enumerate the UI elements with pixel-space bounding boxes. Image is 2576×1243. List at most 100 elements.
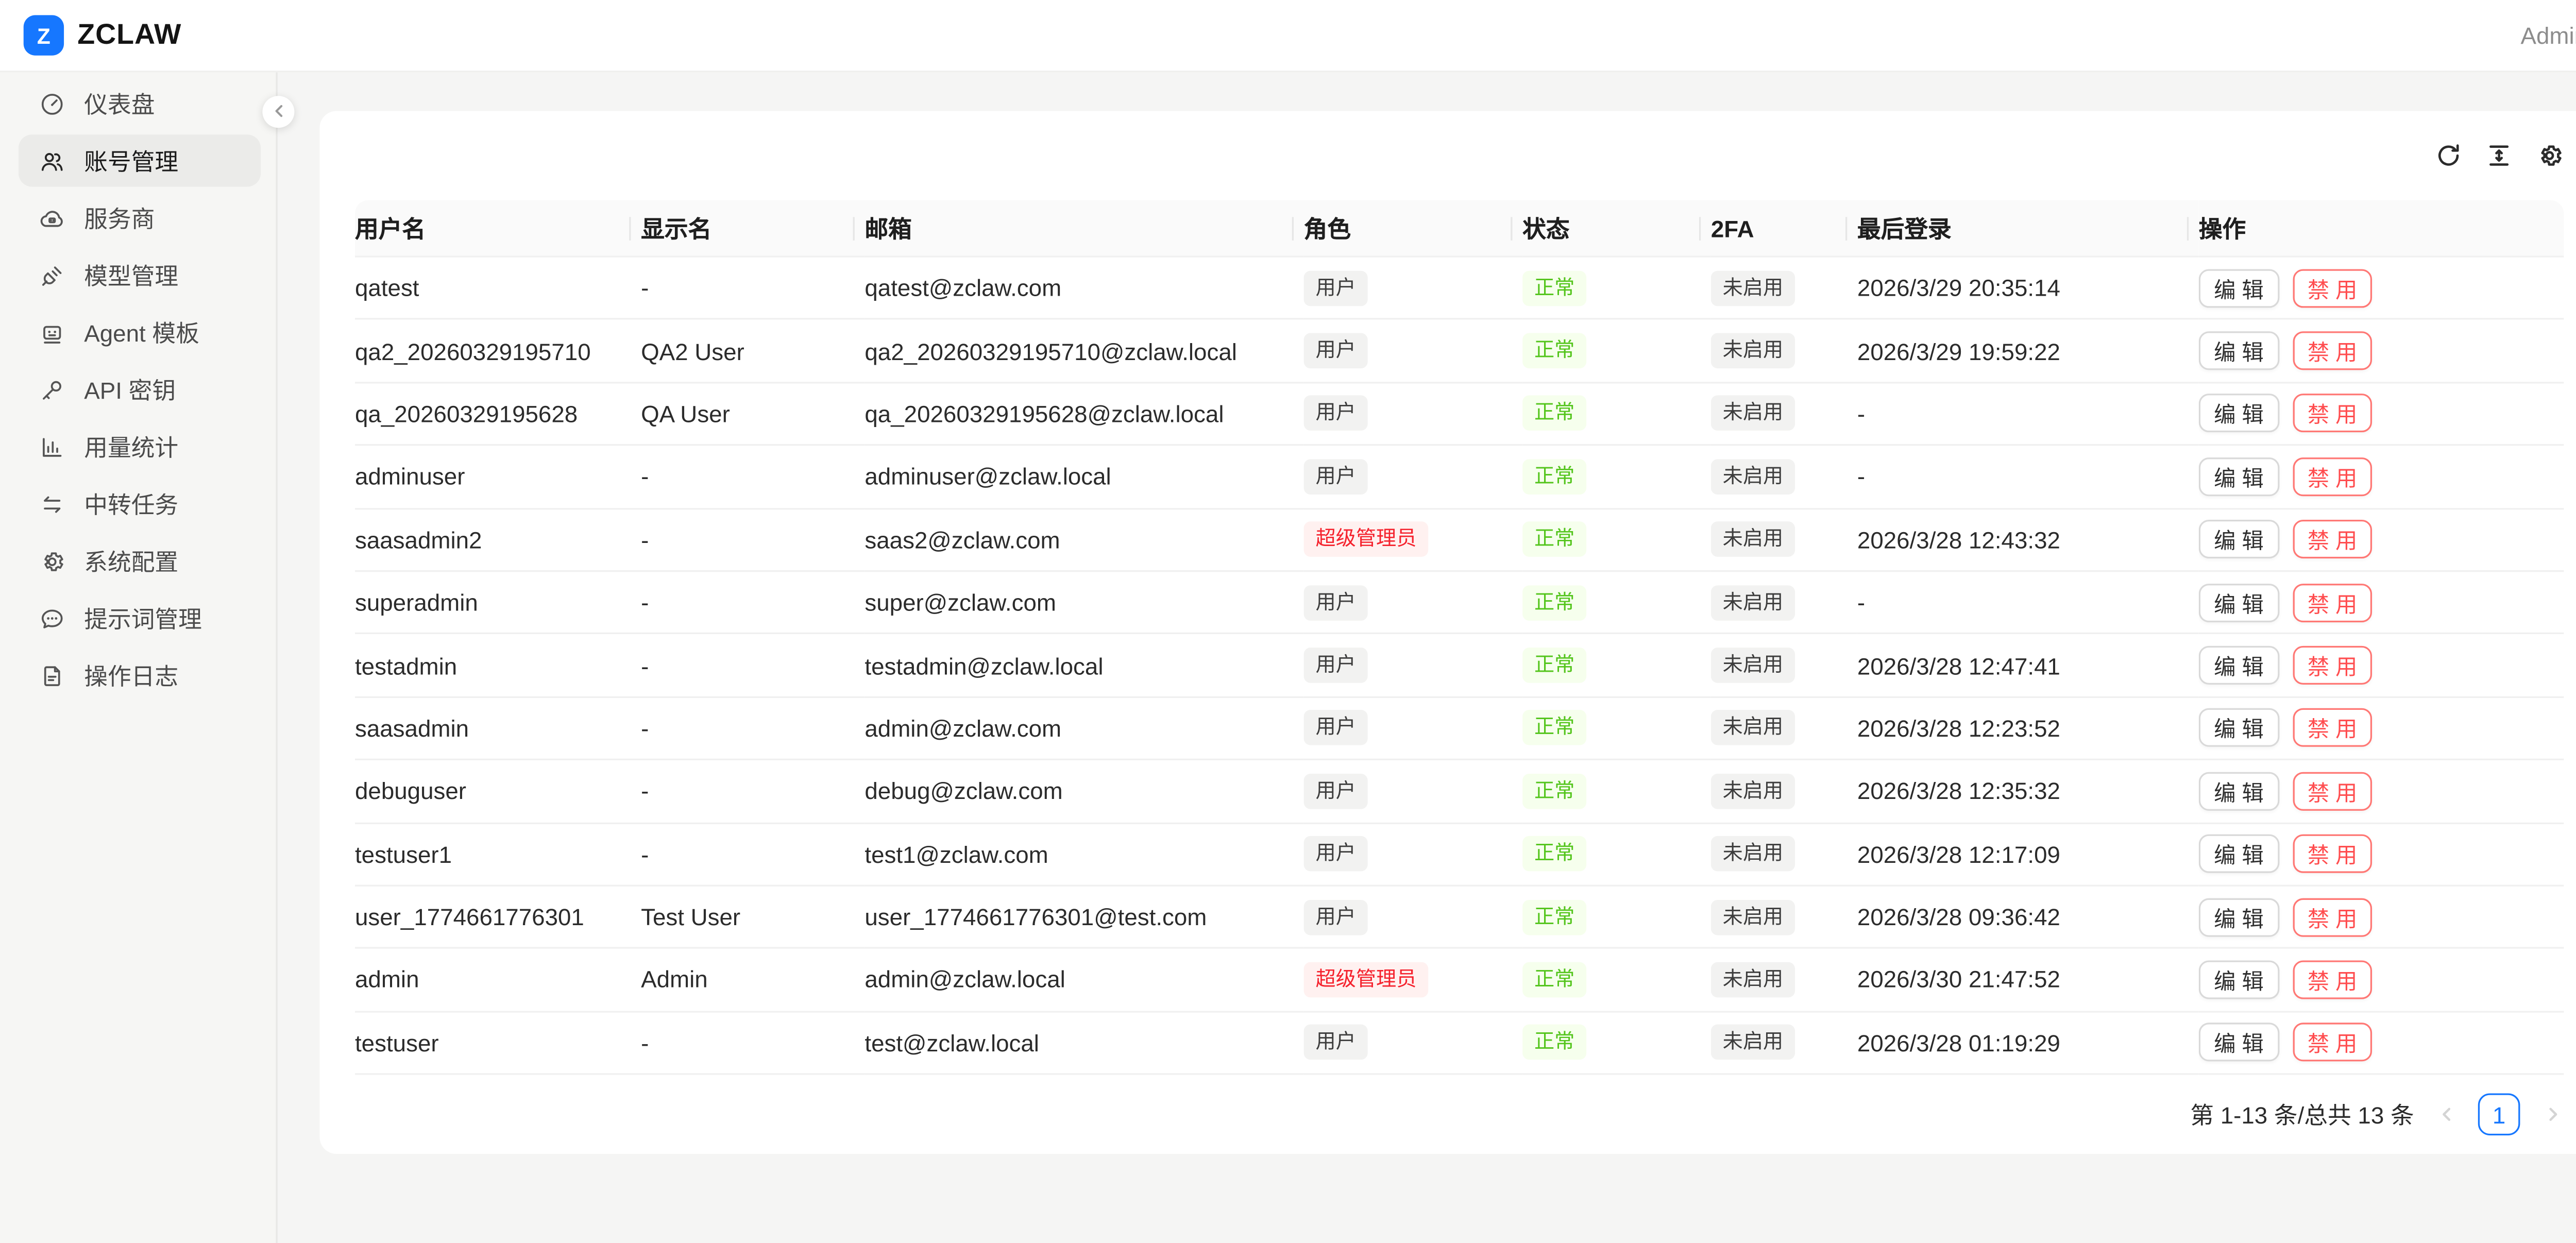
brand-logo-icon: Z <box>23 15 64 56</box>
sidebar-item-6[interactable]: API 密钥 <box>19 363 261 415</box>
disable-button[interactable]: 禁 用 <box>2292 835 2372 874</box>
edit-button[interactable]: 编 辑 <box>2198 645 2279 685</box>
sidebar-item-1[interactable]: 仪表盘 <box>19 77 261 129</box>
username-cell: saasadmin2 <box>354 508 641 572</box>
role-cell: 用户 <box>1303 885 1523 949</box>
sidebar-item-3[interactable]: 服务商 <box>19 192 261 244</box>
display-name-cell: QA2 User <box>641 319 865 383</box>
disable-button[interactable]: 禁 用 <box>2292 897 2372 936</box>
role-cell: 用户 <box>1303 382 1523 446</box>
username-cell: user_1774661776301 <box>354 885 641 949</box>
twofa-tag: 未启用 <box>1710 396 1795 432</box>
actions-cell: 编 辑禁 用 <box>2198 571 2564 635</box>
disable-button[interactable]: 禁 用 <box>2292 709 2372 748</box>
role-tag: 用户 <box>1303 899 1368 935</box>
disable-button[interactable]: 禁 用 <box>2292 1023 2372 1062</box>
settings-icon[interactable] <box>2535 141 2564 169</box>
key-icon <box>39 376 65 403</box>
edit-button[interactable]: 编 辑 <box>2198 331 2279 370</box>
table-row: testuser1- test1@zclaw.com 用户 正常 未启用 2026/3/2… <box>354 822 2564 887</box>
email-cell: saas2@zclaw.com <box>865 508 1304 572</box>
role-cell: 用户 <box>1303 1011 1523 1075</box>
role-tag: 用户 <box>1303 648 1368 683</box>
table-row: saasadmin - admin@zclaw.com 用户 正常 未启用 2026/3/2… <box>354 696 2564 761</box>
status-tag: 正常 <box>1522 585 1587 620</box>
sidebar-item-label: 模型管理 <box>84 261 179 289</box>
edit-button[interactable]: 编 辑 <box>2198 268 2279 308</box>
sidebar-item-4[interactable]: 模型管理 <box>19 249 261 301</box>
disable-button[interactable]: 禁 用 <box>2292 331 2372 370</box>
status-cell: 正常 <box>1522 948 1711 1012</box>
twofa-cell: 未启用 <box>1710 885 1857 949</box>
username-cell: testuser <box>354 1011 641 1075</box>
next-page-button[interactable] <box>2540 1103 2564 1127</box>
username-cell: adminuser <box>354 445 641 509</box>
table-header-row: 用户名 显示名 邮箱 角色 状态 2FA 最后登录 操作 <box>354 200 2564 258</box>
edit-button[interactable]: 编 辑 <box>2198 457 2279 496</box>
bot-icon <box>39 319 65 346</box>
sidebar-item-label: 账号管理 <box>84 147 179 174</box>
edit-button[interactable]: 编 辑 <box>2198 835 2279 874</box>
column-header: 显示名 <box>641 200 865 258</box>
status-tag: 正常 <box>1522 522 1587 557</box>
sidebar-item-7[interactable]: 用量统计 <box>19 420 261 472</box>
sidebar-item-2[interactable]: 账号管理 <box>18 134 261 187</box>
prev-page-button[interactable] <box>2434 1103 2458 1127</box>
role-cell: 用户 <box>1303 822 1523 887</box>
twofa-tag: 未启用 <box>1710 962 1795 998</box>
edit-button[interactable]: 编 辑 <box>2198 520 2279 559</box>
disable-button[interactable]: 禁 用 <box>2292 394 2372 433</box>
table-row: user_1774661776301 Test User user_17746617… <box>354 885 2564 949</box>
twofa-cell: 未启用 <box>1710 1011 1857 1075</box>
disable-button[interactable]: 禁 用 <box>2292 772 2372 811</box>
disable-button[interactable]: 禁 用 <box>2292 520 2372 559</box>
sidebar-nav: 仪表盘账号管理服务商模型管理 Agent 模板 API 密钥 用量统计中转任务 系统配置… <box>0 77 276 701</box>
reload-icon[interactable] <box>2434 141 2463 169</box>
column-header: 操作 <box>2198 200 2564 258</box>
current-user-label[interactable]: Admin <box>2520 22 2576 49</box>
edit-button[interactable]: 编 辑 <box>2198 394 2279 433</box>
email-cell: super@zclaw.com <box>865 571 1304 635</box>
sidebar-item-10[interactable]: 提示词管理 <box>19 592 261 644</box>
table-row: testuser - test@zclaw.local 用户 正常 未启用 2026/3/2… <box>354 1011 2564 1075</box>
username-cell: qa_20260329195628 <box>354 382 641 446</box>
disable-button[interactable]: 禁 用 <box>2292 645 2372 685</box>
disable-button[interactable]: 禁 用 <box>2292 457 2372 496</box>
disable-button[interactable]: 禁 用 <box>2292 583 2372 622</box>
role-tag: 用户 <box>1303 396 1368 432</box>
column-header: 用户名 <box>354 200 641 258</box>
sidebar-collapse-button[interactable] <box>262 96 295 128</box>
actions-cell: 编 辑禁 用 <box>2198 759 2564 824</box>
column-header: 角色 <box>1303 200 1523 258</box>
actions-cell: 编 辑禁 用 <box>2198 696 2564 761</box>
disable-button[interactable]: 禁 用 <box>2292 268 2372 308</box>
actions-cell: 编 辑禁 用 <box>2198 948 2564 1012</box>
twofa-cell: 未启用 <box>1710 571 1857 635</box>
users-icon <box>39 147 65 174</box>
twofa-tag: 未启用 <box>1710 458 1795 495</box>
sidebar-item-9[interactable]: 系统配置 <box>19 535 261 587</box>
column-header: 状态 <box>1522 200 1711 258</box>
sidebar-item-11[interactable]: 操作日志 <box>19 649 261 701</box>
sidebar-item-8[interactable]: 中转任务 <box>19 478 261 530</box>
edit-button[interactable]: 编 辑 <box>2198 897 2279 936</box>
column-header: 邮箱 <box>865 200 1304 258</box>
table-row: debuguser - debug@zclaw.com 用户 正常 未启用 2026/3/2… <box>354 759 2564 824</box>
last-login-cell: - <box>1857 571 2199 635</box>
disable-button[interactable]: 禁 用 <box>2292 960 2372 999</box>
edit-button[interactable]: 编 辑 <box>2198 960 2279 999</box>
last-login-cell: - <box>1857 445 2199 509</box>
edit-button[interactable]: 编 辑 <box>2198 583 2279 622</box>
page-number-button[interactable]: 1 <box>2478 1093 2520 1136</box>
edit-button[interactable]: 编 辑 <box>2198 772 2279 811</box>
status-cell: 正常 <box>1522 382 1711 446</box>
twofa-tag: 未启用 <box>1710 270 1795 306</box>
display-name-cell: QA User <box>641 382 865 446</box>
last-login-cell: - <box>1857 382 2199 446</box>
edit-button[interactable]: 编 辑 <box>2198 1023 2279 1062</box>
username-cell: admin <box>354 948 641 1012</box>
edit-button[interactable]: 编 辑 <box>2198 709 2279 748</box>
sidebar-item-5[interactable]: Agent 模板 <box>19 306 261 358</box>
column-height-icon[interactable] <box>2485 141 2514 169</box>
